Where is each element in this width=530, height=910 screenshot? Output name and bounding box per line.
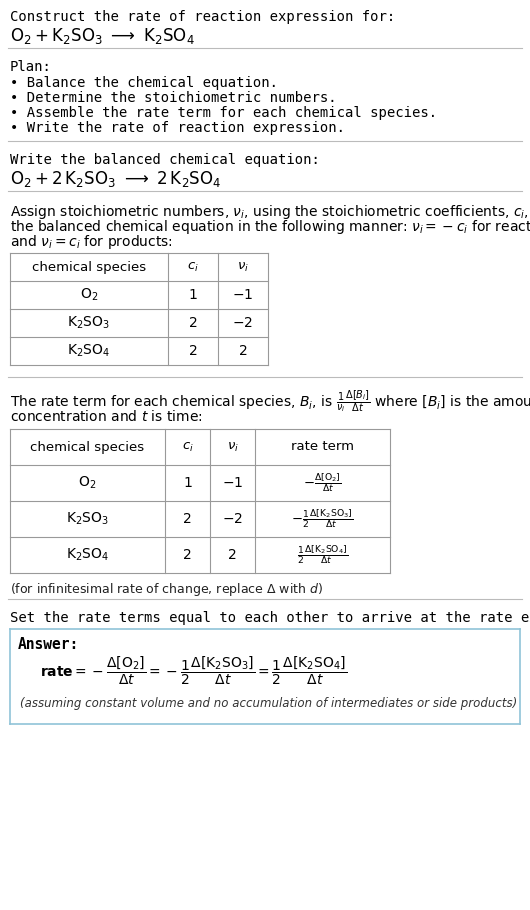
Text: $\mathrm{K_2SO_4}$: $\mathrm{K_2SO_4}$: [67, 343, 111, 359]
Text: $\frac{1}{2}\frac{\Delta[\mathrm{K_2SO_4}]}{\Delta t}$: $\frac{1}{2}\frac{\Delta[\mathrm{K_2SO_4…: [297, 543, 348, 566]
Text: chemical species: chemical species: [32, 260, 146, 274]
Text: (for infinitesimal rate of change, replace Δ with $d$): (for infinitesimal rate of change, repla…: [10, 581, 323, 598]
Text: $\nu_i$: $\nu_i$: [226, 440, 238, 453]
Text: • Write the rate of reaction expression.: • Write the rate of reaction expression.: [10, 121, 345, 135]
Text: and $\nu_i = c_i$ for products:: and $\nu_i = c_i$ for products:: [10, 233, 173, 251]
Text: the balanced chemical equation in the following manner: $\nu_i = -c_i$ for react: the balanced chemical equation in the fo…: [10, 218, 530, 236]
Text: The rate term for each chemical species, $B_i$, is $\frac{1}{\nu_i}\frac{\Delta[: The rate term for each chemical species,…: [10, 389, 530, 415]
Text: 2: 2: [183, 548, 192, 562]
Text: $c_i$: $c_i$: [182, 440, 193, 453]
Text: 1: 1: [183, 476, 192, 490]
Text: 2: 2: [189, 316, 197, 330]
Text: $\mathrm{O_2}$: $\mathrm{O_2}$: [80, 287, 98, 303]
Text: $\mathrm{K_2SO_4}$: $\mathrm{K_2SO_4}$: [66, 547, 109, 563]
Text: • Balance the chemical equation.: • Balance the chemical equation.: [10, 76, 278, 90]
Text: • Determine the stoichiometric numbers.: • Determine the stoichiometric numbers.: [10, 91, 337, 105]
Text: (assuming constant volume and no accumulation of intermediates or side products): (assuming constant volume and no accumul…: [20, 697, 517, 710]
Text: $-\frac{1}{2}\frac{\Delta[\mathrm{K_2SO_3}]}{\Delta t}$: $-\frac{1}{2}\frac{\Delta[\mathrm{K_2SO_…: [292, 508, 354, 531]
Text: 2: 2: [228, 548, 237, 562]
Text: $-\frac{\Delta[\mathrm{O_2}]}{\Delta t}$: $-\frac{\Delta[\mathrm{O_2}]}{\Delta t}$: [303, 471, 342, 494]
Text: $\mathbf{rate} = -\dfrac{\Delta[\mathrm{O_2}]}{\Delta t} = -\dfrac{1}{2}\dfrac{\: $\mathbf{rate} = -\dfrac{\Delta[\mathrm{…: [40, 655, 347, 687]
Text: 2: 2: [238, 344, 248, 358]
Text: rate term: rate term: [291, 440, 354, 453]
Text: $\mathrm{K_2SO_3}$: $\mathrm{K_2SO_3}$: [67, 315, 111, 331]
Text: $\mathrm{O_2 + K_2SO_3 \ \longrightarrow \ K_2SO_4}$: $\mathrm{O_2 + K_2SO_3 \ \longrightarrow…: [10, 26, 195, 46]
Text: $-1$: $-1$: [232, 288, 254, 302]
Text: $c_i$: $c_i$: [187, 260, 199, 274]
Text: 2: 2: [183, 512, 192, 526]
Text: $\nu_i$: $\nu_i$: [237, 260, 249, 274]
Text: Set the rate terms equal to each other to arrive at the rate expression:: Set the rate terms equal to each other t…: [10, 611, 530, 625]
Text: Write the balanced chemical equation:: Write the balanced chemical equation:: [10, 153, 320, 167]
Text: $-2$: $-2$: [222, 512, 243, 526]
Text: $-1$: $-1$: [222, 476, 243, 490]
Text: 2: 2: [189, 344, 197, 358]
Text: Plan:: Plan:: [10, 60, 52, 74]
Text: concentration and $t$ is time:: concentration and $t$ is time:: [10, 409, 202, 424]
Text: $\mathrm{O_2 + 2\,K_2SO_3 \ \longrightarrow \ 2\,K_2SO_4}$: $\mathrm{O_2 + 2\,K_2SO_3 \ \longrightar…: [10, 169, 222, 189]
Text: $-2$: $-2$: [233, 316, 253, 330]
Text: Assign stoichiometric numbers, $\nu_i$, using the stoichiometric coefficients, $: Assign stoichiometric numbers, $\nu_i$, …: [10, 203, 530, 221]
Text: Answer:: Answer:: [18, 637, 80, 652]
Text: $\mathrm{K_2SO_3}$: $\mathrm{K_2SO_3}$: [66, 511, 109, 527]
Text: Construct the rate of reaction expression for:: Construct the rate of reaction expressio…: [10, 10, 395, 24]
Text: • Assemble the rate term for each chemical species.: • Assemble the rate term for each chemic…: [10, 106, 437, 120]
Text: $\mathrm{O_2}$: $\mathrm{O_2}$: [78, 475, 96, 491]
Text: chemical species: chemical species: [30, 440, 145, 453]
Text: 1: 1: [189, 288, 198, 302]
